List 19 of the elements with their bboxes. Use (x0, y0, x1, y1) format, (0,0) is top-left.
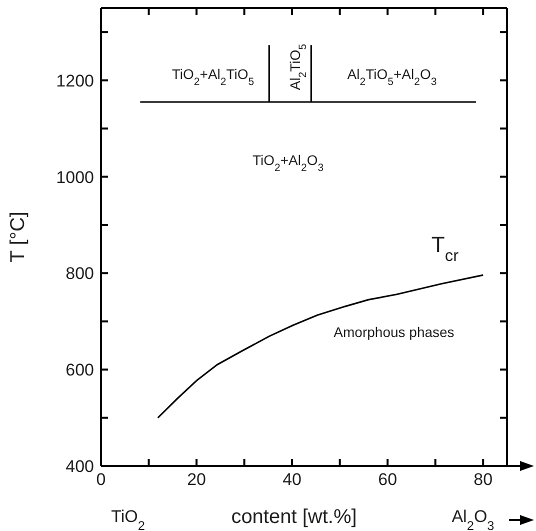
y-axis-title: T [°C] (7, 212, 29, 262)
annotation: T$_{cr}$ (431, 232, 460, 265)
y-tick-label: 800 (66, 264, 94, 284)
annotation: Amorphous phases (334, 324, 454, 340)
y-tick-label: 1000 (56, 168, 94, 187)
y-tick-label: 600 (66, 360, 94, 380)
x-tick-label: 40 (282, 470, 302, 490)
y-tick-label: 400 (66, 457, 94, 476)
text: Al$_{2}$O$_{3}$ (452, 507, 494, 531)
x-tick-label: 20 (187, 470, 206, 490)
annotation: TiO$_{2}$+Al$_{2}$O$_{3}$ (252, 152, 324, 174)
annotation: Al$_{2}$TiO$_{5}$+Al$_{2}$O$_{3}$ (347, 66, 437, 88)
x-tick-label: 0 (96, 470, 106, 490)
text: TiO$_{2}$ (111, 507, 145, 531)
x-tick-label: 80 (474, 470, 493, 490)
annotation: TiO$_{2}$+Al$_{2}$TiO$_{5}$ (172, 66, 254, 88)
x-axis-title: content [wt.%] (231, 506, 357, 528)
y-tick-label: 1200 (56, 71, 94, 90)
x-tick-label: 60 (378, 470, 398, 490)
